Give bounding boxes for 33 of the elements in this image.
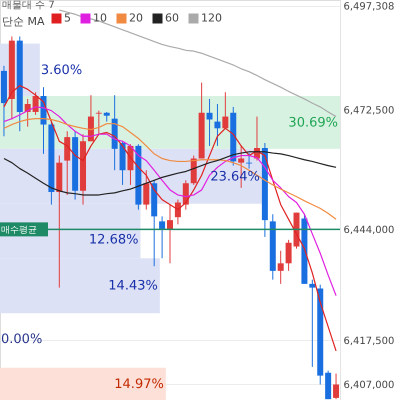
candlestick (206, 98, 213, 146)
y-tick-label: 6,417,500 (344, 336, 394, 347)
y-tick-label: 6,407,000 (344, 380, 394, 391)
candlestick (159, 216, 166, 259)
legend-label: 120 (201, 12, 222, 24)
y-tick-label: 6,497,308 (344, 1, 394, 12)
legend-title: 단순 MA (2, 15, 45, 28)
band-label: 12.68% (88, 232, 138, 248)
candlestick (214, 103, 220, 146)
candlestick (167, 204, 173, 264)
legend-label: 20 (129, 12, 143, 24)
line-series (3, 118, 337, 220)
line-series (3, 84, 337, 352)
y-tick-label: 6,472,500 (344, 105, 394, 116)
legend-label: 10 (93, 12, 107, 24)
legend-label: 5 (64, 12, 71, 24)
candlestick (143, 170, 150, 210)
y-tick-label: 6,444,000 (344, 224, 394, 236)
candlestick (32, 92, 39, 116)
candlestick (246, 152, 252, 170)
band-label: 14.97% (114, 376, 164, 392)
candlestick (222, 92, 228, 129)
legend-label: 60 (165, 12, 179, 24)
annotation: 매물대 수 7 (2, 0, 55, 11)
annotation: 0.00% (1, 332, 42, 347)
candlestick (333, 373, 340, 400)
candlestick (286, 239, 292, 272)
band-label: 14.43% (108, 278, 158, 294)
ref-line-label: 매수평균 (1, 225, 37, 236)
band-label: 30.69% (288, 115, 338, 130)
candlestick (64, 130, 70, 196)
candlestick (278, 250, 284, 284)
band-label: 3.60% (40, 62, 82, 78)
